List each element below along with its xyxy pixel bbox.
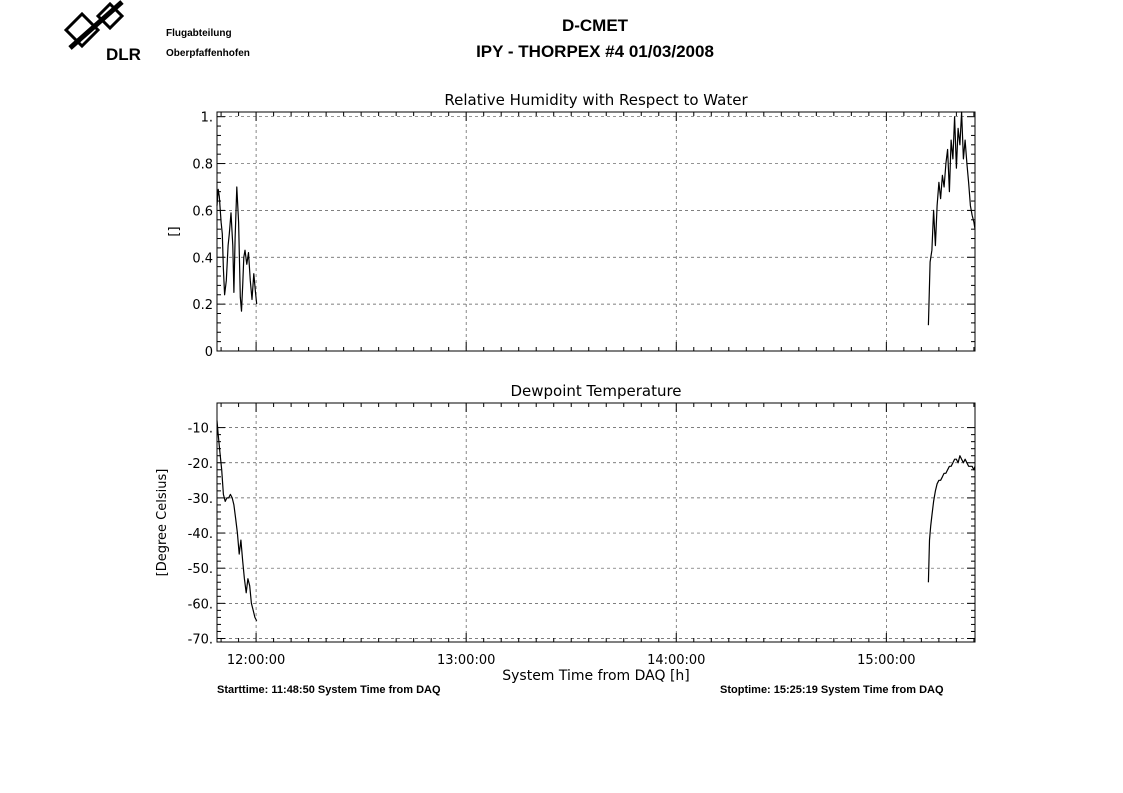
page-subtitle: IPY - THORPEX #4 01/03/2008 [476, 42, 714, 61]
panel-title: Dewpoint Temperature [510, 382, 681, 400]
plot-frame [216, 402, 976, 643]
y-axis-label: [] [167, 226, 182, 236]
y-tick-label: -10. [188, 422, 213, 437]
series-line-2 [927, 455, 976, 583]
y-tick-label: 0 [205, 345, 213, 360]
dlr-logo: DLR [63, 0, 141, 64]
y-tick-label: -50. [188, 562, 213, 577]
y-tick-label: -30. [188, 492, 213, 507]
x-tick-label: 14:00:00 [647, 653, 705, 668]
x-tick-label: 12:00:00 [227, 653, 285, 668]
start-time-label: Starttime: 11:48:50 System Time from DAQ [217, 684, 441, 696]
plot-frame [216, 111, 976, 352]
y-tick-label: -60. [188, 597, 213, 612]
page-title: D-CMET [561, 16, 629, 35]
org-line2: Oberpfaffenhofen [166, 48, 250, 59]
y-tick-label: 0.2 [192, 298, 213, 313]
stop-time-label: Stoptime: 15:25:19 System Time from DAQ [720, 684, 944, 696]
y-tick-label: -70. [188, 632, 213, 647]
x-axis-label: System Time from DAQ [h] [502, 668, 690, 684]
x-tick-label: 13:00:00 [437, 653, 495, 668]
series-line-1 [216, 186, 258, 312]
series-line-2 [927, 111, 976, 326]
y-tick-label: -40. [188, 527, 213, 542]
y-tick-label: 1. [201, 111, 213, 126]
x-tick-label: 15:00:00 [857, 653, 915, 668]
series-line-1 [216, 420, 258, 622]
org-line1: Flugabteilung [166, 28, 232, 39]
y-tick-label: 0.4 [192, 251, 213, 266]
y-tick-label: 0.6 [192, 204, 213, 219]
y-tick-label: 0.8 [192, 158, 213, 173]
logo-text: DLR [106, 45, 141, 64]
y-tick-label: -20. [188, 457, 213, 472]
y-axis-label: [Degree Celsius] [155, 469, 170, 577]
panel-title: Relative Humidity with Respect to Water [444, 91, 748, 109]
